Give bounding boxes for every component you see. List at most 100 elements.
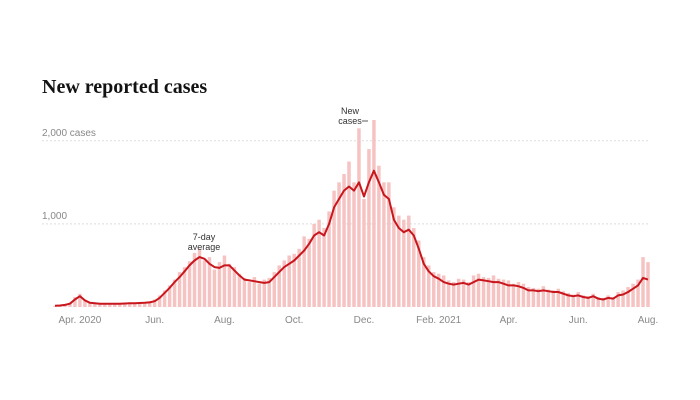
bar	[511, 283, 516, 307]
annotation: New	[341, 106, 360, 116]
bar	[606, 295, 610, 307]
bar	[147, 301, 152, 307]
bar	[546, 289, 551, 307]
bar	[257, 283, 262, 307]
bar	[192, 252, 197, 307]
bar	[307, 238, 311, 307]
bar	[636, 279, 640, 307]
bar	[142, 303, 147, 307]
bar	[496, 278, 501, 307]
bar	[397, 215, 401, 307]
bar	[83, 299, 87, 307]
bar	[53, 306, 57, 307]
y-tick-label: 1,000	[42, 211, 67, 222]
bar	[586, 296, 590, 307]
bar	[561, 291, 566, 307]
bar	[128, 302, 132, 307]
annotation: average	[188, 242, 221, 252]
bar	[641, 257, 645, 307]
bar	[521, 283, 526, 307]
bar	[227, 263, 232, 307]
bar	[98, 302, 102, 307]
bar	[172, 279, 177, 307]
bar	[626, 287, 630, 307]
bar	[113, 304, 117, 307]
bar	[591, 293, 595, 307]
bar	[342, 174, 346, 307]
bar	[282, 260, 286, 307]
bar	[232, 267, 237, 307]
bar	[551, 290, 556, 307]
bar	[187, 261, 192, 307]
bar	[182, 267, 187, 307]
bar	[566, 292, 571, 307]
bar	[531, 287, 536, 307]
bar	[621, 290, 625, 307]
bar	[422, 257, 426, 307]
bar	[426, 265, 431, 307]
bar	[202, 260, 207, 307]
bar	[451, 282, 456, 307]
bar	[596, 297, 600, 307]
bar	[431, 272, 436, 307]
bar	[237, 273, 242, 307]
bar	[387, 182, 391, 307]
y-tick-label: 2,000 cases	[42, 128, 96, 139]
x-tick-label: Aug.	[638, 315, 659, 326]
x-tick-label: Apr. 2020	[59, 315, 102, 326]
bar	[476, 273, 481, 307]
bar	[322, 228, 326, 307]
x-tick-label: Dec.	[354, 315, 375, 326]
bar	[616, 292, 620, 307]
bar	[78, 293, 82, 307]
bar	[137, 302, 142, 307]
bar	[461, 279, 466, 307]
bar	[372, 120, 376, 307]
annotation: 7-day	[193, 232, 216, 242]
bar	[167, 285, 172, 307]
bar	[446, 280, 451, 307]
bar	[132, 303, 137, 307]
bar	[456, 278, 461, 307]
bar	[157, 295, 162, 307]
bar	[526, 287, 531, 307]
bar	[441, 275, 446, 307]
bar	[162, 290, 167, 307]
bar	[152, 299, 157, 307]
chart-title: New reported cases	[42, 76, 207, 98]
bar	[347, 161, 351, 307]
bar	[407, 215, 411, 307]
bar	[412, 228, 416, 307]
bar	[581, 295, 585, 307]
bar	[541, 286, 546, 307]
bar	[382, 182, 386, 307]
bar	[212, 269, 217, 307]
bar	[272, 272, 277, 307]
bar	[327, 211, 331, 307]
bar	[292, 253, 296, 307]
bar	[262, 279, 267, 307]
bar	[222, 255, 227, 307]
bar	[247, 282, 252, 307]
x-tick-label: Aug.	[214, 315, 235, 326]
bar	[601, 297, 605, 307]
bar	[68, 302, 72, 307]
bar	[88, 302, 92, 307]
bar	[287, 255, 291, 307]
bar	[207, 257, 212, 307]
bar	[611, 297, 615, 307]
bar	[197, 248, 202, 307]
bar	[516, 282, 521, 307]
bar	[123, 303, 127, 307]
bar	[466, 282, 471, 307]
bar	[297, 248, 301, 307]
x-tick-label: Jun.	[145, 315, 164, 326]
bar	[417, 240, 421, 307]
bar	[357, 128, 361, 307]
bar	[108, 303, 112, 307]
bar	[242, 277, 247, 307]
bar	[267, 277, 272, 307]
bar	[352, 182, 356, 307]
bar	[486, 277, 491, 307]
